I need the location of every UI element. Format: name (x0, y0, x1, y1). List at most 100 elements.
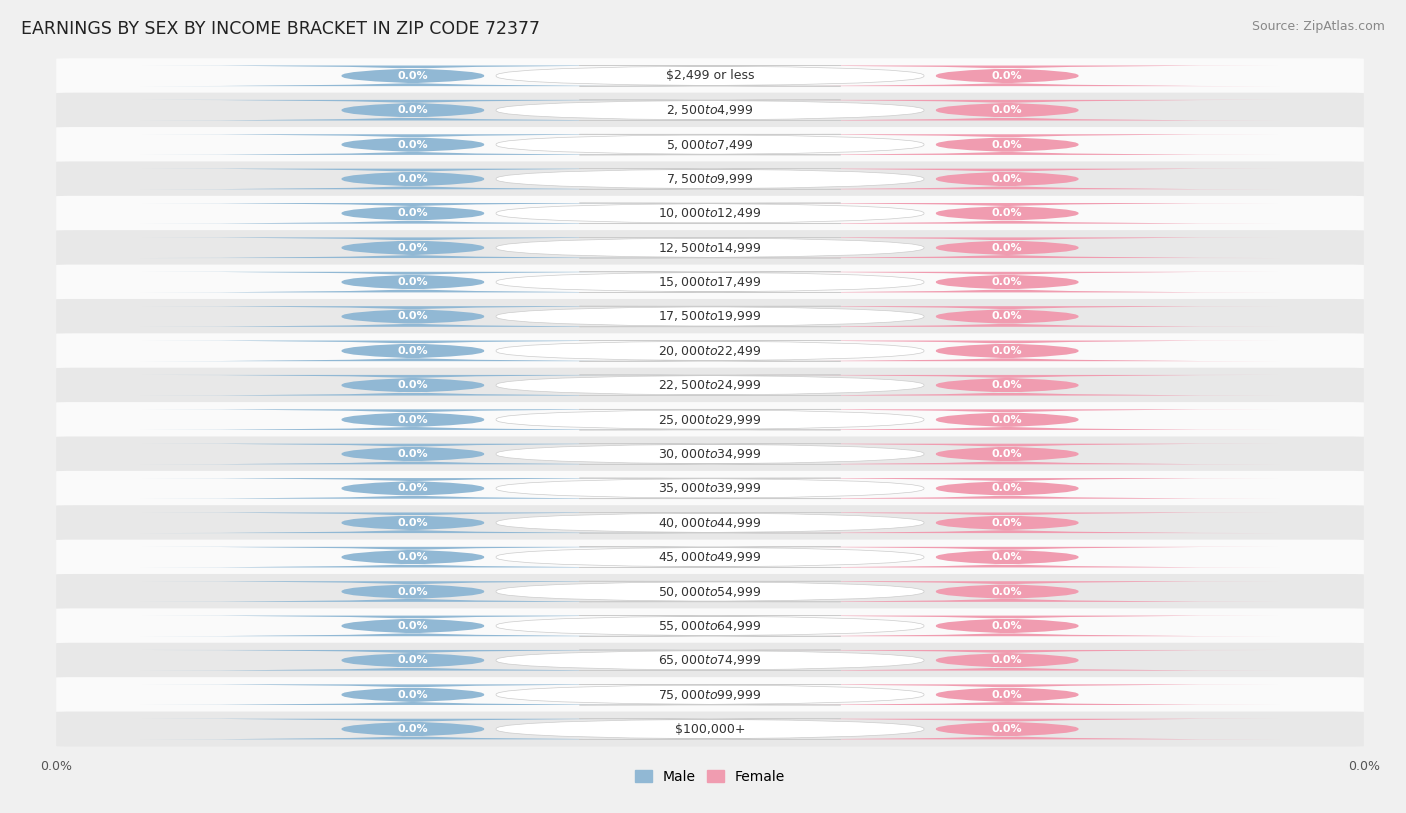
Text: $65,000 to $74,999: $65,000 to $74,999 (658, 654, 762, 667)
FancyBboxPatch shape (734, 237, 1281, 258)
Text: 0.0%: 0.0% (398, 346, 429, 356)
FancyBboxPatch shape (734, 341, 1281, 361)
Text: 0.0%: 0.0% (991, 208, 1022, 219)
FancyBboxPatch shape (139, 237, 686, 258)
FancyBboxPatch shape (139, 512, 686, 533)
FancyBboxPatch shape (734, 66, 1281, 86)
Text: 0.0%: 0.0% (398, 449, 429, 459)
FancyBboxPatch shape (734, 512, 1281, 533)
Text: 0.0%: 0.0% (398, 415, 429, 424)
FancyBboxPatch shape (734, 272, 1281, 293)
FancyBboxPatch shape (139, 66, 686, 86)
FancyBboxPatch shape (56, 471, 1364, 506)
Text: $45,000 to $49,999: $45,000 to $49,999 (658, 550, 762, 564)
Text: 0.0%: 0.0% (398, 105, 429, 115)
Text: $17,500 to $19,999: $17,500 to $19,999 (658, 310, 762, 324)
Text: 0.0%: 0.0% (991, 380, 1022, 390)
Text: 0.0%: 0.0% (991, 243, 1022, 253)
FancyBboxPatch shape (496, 547, 924, 567)
FancyBboxPatch shape (496, 409, 924, 430)
FancyBboxPatch shape (139, 581, 686, 602)
FancyBboxPatch shape (56, 711, 1364, 746)
FancyBboxPatch shape (734, 547, 1281, 567)
Text: $2,500 to $4,999: $2,500 to $4,999 (666, 103, 754, 117)
Text: 0.0%: 0.0% (991, 277, 1022, 287)
FancyBboxPatch shape (56, 505, 1364, 541)
Text: $12,500 to $14,999: $12,500 to $14,999 (658, 241, 762, 254)
Text: $7,500 to $9,999: $7,500 to $9,999 (666, 172, 754, 186)
FancyBboxPatch shape (734, 478, 1281, 498)
FancyBboxPatch shape (734, 719, 1281, 739)
FancyBboxPatch shape (734, 615, 1281, 637)
Text: 0.0%: 0.0% (398, 689, 429, 700)
FancyBboxPatch shape (56, 574, 1364, 609)
FancyBboxPatch shape (139, 272, 686, 293)
FancyBboxPatch shape (139, 615, 686, 637)
FancyBboxPatch shape (139, 719, 686, 739)
FancyBboxPatch shape (139, 100, 686, 120)
FancyBboxPatch shape (734, 307, 1281, 327)
FancyBboxPatch shape (56, 230, 1364, 265)
Text: 0.0%: 0.0% (398, 174, 429, 184)
Text: 0.0%: 0.0% (398, 586, 429, 597)
Text: 0.0%: 0.0% (398, 208, 429, 219)
Text: 0.0%: 0.0% (398, 552, 429, 562)
FancyBboxPatch shape (139, 685, 686, 705)
Text: 0.0%: 0.0% (398, 243, 429, 253)
FancyBboxPatch shape (496, 719, 924, 739)
Text: 0.0%: 0.0% (991, 415, 1022, 424)
Text: $22,500 to $24,999: $22,500 to $24,999 (658, 378, 762, 392)
FancyBboxPatch shape (734, 100, 1281, 120)
Text: 0.0%: 0.0% (1348, 760, 1379, 773)
FancyBboxPatch shape (496, 615, 924, 637)
Legend: Male, Female: Male, Female (630, 764, 790, 789)
Text: 0.0%: 0.0% (991, 586, 1022, 597)
Text: $35,000 to $39,999: $35,000 to $39,999 (658, 481, 762, 495)
FancyBboxPatch shape (56, 333, 1364, 368)
FancyBboxPatch shape (139, 203, 686, 224)
Text: 0.0%: 0.0% (991, 174, 1022, 184)
FancyBboxPatch shape (139, 547, 686, 567)
Text: $2,499 or less: $2,499 or less (666, 69, 754, 82)
FancyBboxPatch shape (139, 341, 686, 361)
FancyBboxPatch shape (56, 264, 1364, 300)
Text: 0.0%: 0.0% (991, 71, 1022, 80)
Text: 0.0%: 0.0% (991, 346, 1022, 356)
Text: Source: ZipAtlas.com: Source: ZipAtlas.com (1251, 20, 1385, 33)
FancyBboxPatch shape (496, 581, 924, 602)
FancyBboxPatch shape (139, 444, 686, 464)
FancyBboxPatch shape (139, 409, 686, 430)
FancyBboxPatch shape (139, 375, 686, 396)
FancyBboxPatch shape (734, 409, 1281, 430)
Text: 0.0%: 0.0% (398, 311, 429, 321)
Text: 0.0%: 0.0% (398, 71, 429, 80)
FancyBboxPatch shape (496, 203, 924, 224)
FancyBboxPatch shape (496, 100, 924, 120)
FancyBboxPatch shape (56, 437, 1364, 472)
FancyBboxPatch shape (56, 643, 1364, 678)
Text: 0.0%: 0.0% (398, 380, 429, 390)
FancyBboxPatch shape (734, 650, 1281, 671)
FancyBboxPatch shape (496, 444, 924, 464)
Text: 0.0%: 0.0% (991, 484, 1022, 493)
FancyBboxPatch shape (496, 650, 924, 671)
FancyBboxPatch shape (496, 307, 924, 327)
Text: 0.0%: 0.0% (398, 277, 429, 287)
FancyBboxPatch shape (496, 134, 924, 155)
FancyBboxPatch shape (139, 134, 686, 155)
Text: $40,000 to $44,999: $40,000 to $44,999 (658, 515, 762, 530)
Text: $75,000 to $99,999: $75,000 to $99,999 (658, 688, 762, 702)
Text: $25,000 to $29,999: $25,000 to $29,999 (658, 413, 762, 427)
FancyBboxPatch shape (56, 59, 1364, 93)
FancyBboxPatch shape (56, 402, 1364, 437)
FancyBboxPatch shape (56, 162, 1364, 197)
FancyBboxPatch shape (496, 66, 924, 86)
Text: 0.0%: 0.0% (398, 484, 429, 493)
Text: 0.0%: 0.0% (41, 760, 72, 773)
Text: 0.0%: 0.0% (991, 621, 1022, 631)
Text: 0.0%: 0.0% (398, 140, 429, 150)
FancyBboxPatch shape (496, 272, 924, 293)
FancyBboxPatch shape (56, 127, 1364, 162)
FancyBboxPatch shape (496, 512, 924, 533)
FancyBboxPatch shape (496, 341, 924, 361)
